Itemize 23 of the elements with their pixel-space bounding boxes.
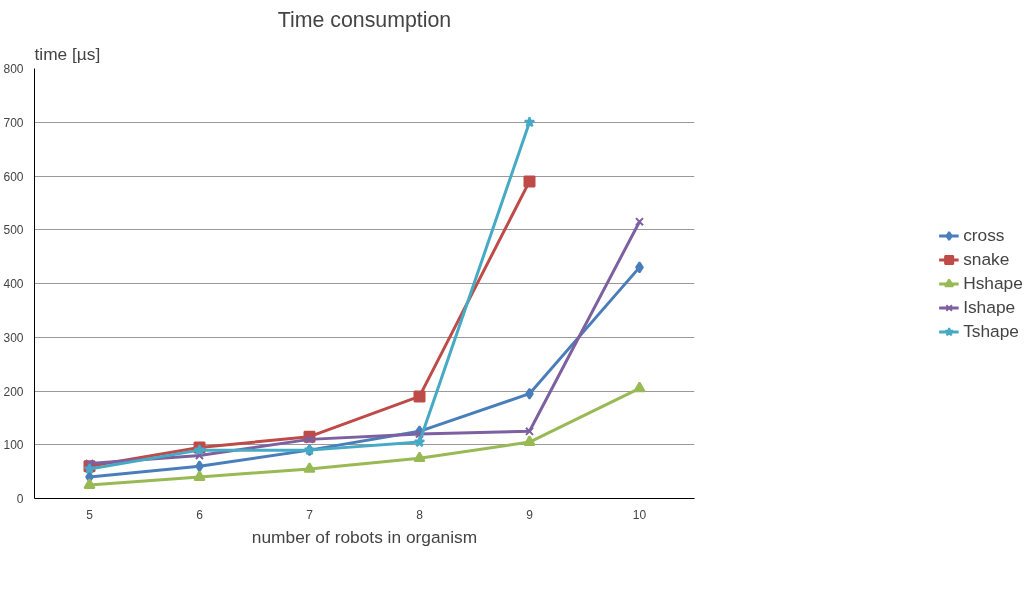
x-tick-label: 10 <box>632 507 647 522</box>
legend-label: cross <box>963 224 1005 246</box>
y-tick-label: 300 <box>3 330 24 345</box>
legend-label: Hshape <box>963 272 1023 294</box>
chart-title: Time consumption <box>277 7 452 32</box>
y-tick-label: 800 <box>3 62 24 76</box>
legend-label: Tshape <box>963 320 1020 342</box>
legend-label: snake <box>963 248 1010 270</box>
y-tick-label: 100 <box>3 438 24 453</box>
y-tick-label: 500 <box>3 223 24 238</box>
legend-label: Ishape <box>963 296 1016 318</box>
y-tick-label: 400 <box>3 277 24 291</box>
x-tick-label: 5 <box>86 507 94 522</box>
x-tick-label: 7 <box>306 507 314 522</box>
x-tick-label: 8 <box>416 507 424 522</box>
y-tick-label: 200 <box>3 384 24 399</box>
x-tick-label: 9 <box>526 507 534 522</box>
y-tick-label: 600 <box>3 169 24 184</box>
y-axis-title: time [µs] <box>34 43 101 64</box>
x-axis-title: number of robots in organism <box>251 526 478 547</box>
y-tick-label: 700 <box>3 115 24 130</box>
y-tick-label: 0 <box>16 492 24 506</box>
x-tick-label: 6 <box>196 507 204 522</box>
